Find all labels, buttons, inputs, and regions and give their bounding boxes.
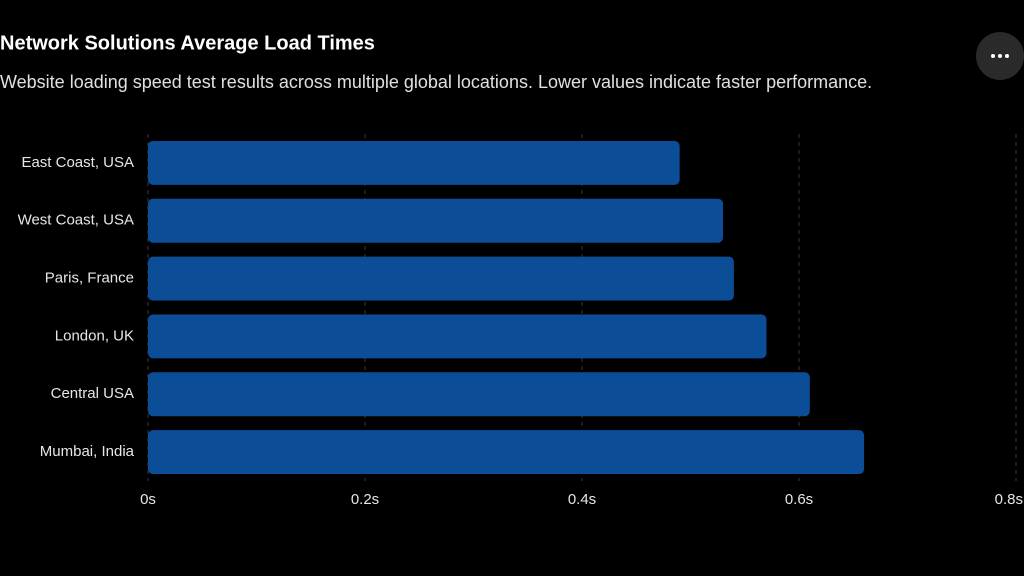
bar — [148, 372, 810, 417]
bar — [148, 430, 865, 475]
x-tick-label: 0.6s — [785, 491, 813, 508]
menu-dot — [991, 54, 995, 58]
bar — [148, 198, 724, 243]
y-tick-label: Paris, France — [45, 270, 134, 287]
x-tick-label: 0.2s — [351, 491, 379, 508]
bar — [148, 256, 734, 301]
y-tick-label: West Coast, USA — [18, 212, 134, 229]
x-tick-label: 0s — [140, 491, 156, 508]
y-tick-label: London, UK — [55, 327, 134, 344]
x-tick-label: 0.8s — [995, 491, 1023, 508]
menu-button[interactable] — [976, 32, 1024, 80]
chart-subtitle: Website loading speed test results acros… — [0, 72, 872, 92]
menu-dot — [1005, 54, 1009, 58]
y-tick-label: East Coast, USA — [21, 154, 134, 171]
y-tick-label: Central USA — [51, 385, 134, 402]
menu-dot — [998, 54, 1002, 58]
bar — [148, 140, 680, 185]
y-tick-label: Mumbai, India — [40, 443, 135, 460]
x-tick-label: 0.4s — [568, 491, 596, 508]
bar — [148, 314, 767, 359]
chart-title: Network Solutions Average Load Times — [0, 32, 375, 54]
